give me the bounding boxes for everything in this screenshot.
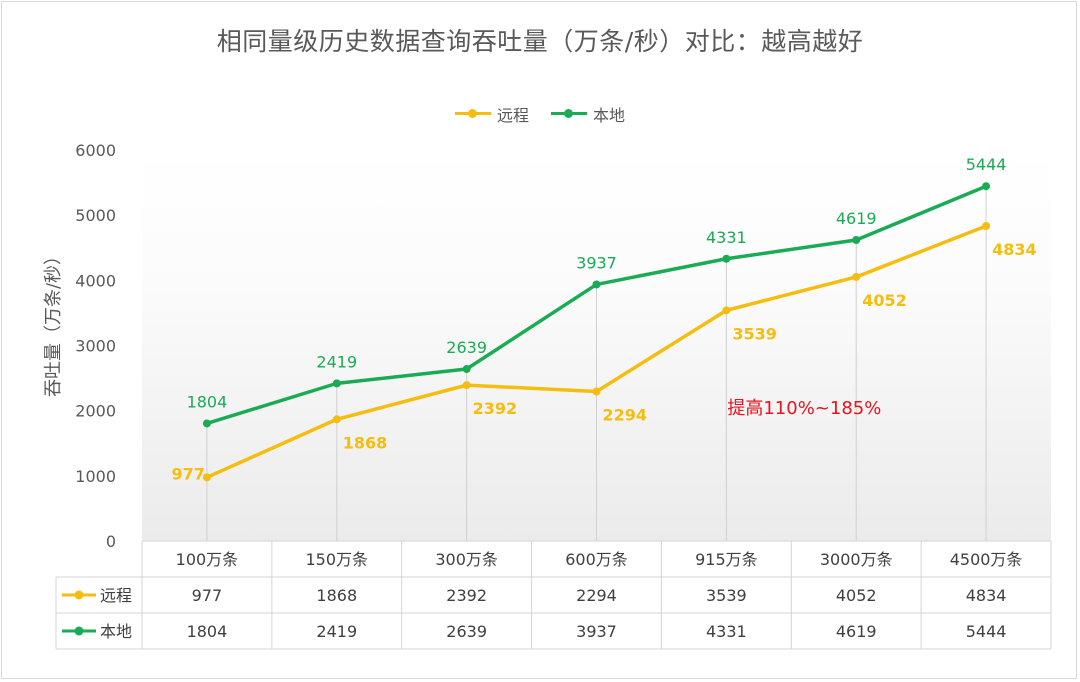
data-label-remote: 977 <box>172 464 205 483</box>
data-label-local: 2419 <box>316 352 357 371</box>
data-label-remote: 3539 <box>732 324 777 343</box>
table-legend-dot-local <box>74 626 84 636</box>
data-point-local <box>332 379 341 388</box>
y-tick-label: 2000 <box>75 402 116 421</box>
y-tick-label: 5000 <box>75 206 116 225</box>
legend-remote-marker <box>454 108 491 120</box>
data-label-local: 4619 <box>836 209 877 228</box>
legend-local-marker <box>551 108 587 120</box>
x-tick-label: 100万条 <box>176 550 239 569</box>
data-point-remote <box>332 415 341 424</box>
data-point-remote <box>202 473 211 482</box>
data-label-local: 5444 <box>966 155 1007 174</box>
table-cell-local: 3937 <box>576 622 617 641</box>
data-point-local <box>462 365 471 374</box>
y-tick-label: 6000 <box>75 141 116 160</box>
table-cell-remote: 1868 <box>316 586 357 605</box>
table-legend-dot-remote <box>74 590 84 600</box>
data-label-remote: 4052 <box>862 291 907 310</box>
legend-item-remote[interactable]: 远程 <box>454 102 529 126</box>
data-point-remote <box>462 381 471 390</box>
data-point-remote <box>982 221 991 230</box>
improvement-annotation: 提高110%~185% <box>727 398 881 419</box>
data-label-remote: 4834 <box>992 240 1037 259</box>
table-cell-local: 1804 <box>187 622 228 641</box>
data-point-local <box>592 280 601 289</box>
legend-item-local[interactable]: 本地 <box>551 102 625 126</box>
data-point-local <box>202 419 211 428</box>
table-cell-remote: 4052 <box>836 586 877 605</box>
table-cell-local: 2639 <box>446 622 487 641</box>
table-cell-remote: 2392 <box>446 586 487 605</box>
legend-remote-label: 远程 <box>496 106 529 125</box>
data-label-remote: 1868 <box>343 433 388 452</box>
data-label-local: 3937 <box>576 253 617 272</box>
y-tick-label: 3000 <box>75 337 116 356</box>
table-cell-remote: 2294 <box>576 586 617 605</box>
table-cell-local: 5444 <box>966 622 1007 641</box>
table-cell-remote: 977 <box>192 586 223 605</box>
data-label-local: 4331 <box>706 228 747 247</box>
data-label-local: 2639 <box>446 338 487 357</box>
data-label-remote: 2392 <box>473 399 518 418</box>
x-tick-label: 300万条 <box>435 550 498 569</box>
data-point-remote <box>852 272 861 281</box>
table-cell-remote: 4834 <box>966 586 1007 605</box>
table-series-name-remote: 远程 <box>100 586 132 605</box>
x-tick-label: 915万条 <box>695 550 758 569</box>
data-point-local <box>852 235 861 244</box>
y-tick-label: 1000 <box>75 467 116 486</box>
y-tick-label: 0 <box>106 532 116 551</box>
x-tick-label: 600万条 <box>565 550 628 569</box>
x-tick-label: 150万条 <box>306 550 369 569</box>
legend-local-label: 本地 <box>593 106 626 125</box>
table-cell-local: 4619 <box>836 622 877 641</box>
data-point-local <box>982 182 991 191</box>
data-label-remote: 2294 <box>603 406 648 425</box>
data-point-remote <box>592 387 601 396</box>
table-cell-remote: 3539 <box>706 586 747 605</box>
table-cell-local: 4331 <box>706 622 747 641</box>
x-tick-label: 4500万条 <box>950 550 1023 569</box>
chart-legend: 远程 本地 <box>0 102 1080 126</box>
data-label-local: 1804 <box>187 392 228 411</box>
x-tick-label: 3000万条 <box>820 550 893 569</box>
table-cell-local: 2419 <box>316 622 357 641</box>
chart-title: 相同量级历史数据查询吞吐量（万条/秒）对比：越高越好 <box>216 27 864 56</box>
y-tick-label: 4000 <box>75 271 116 290</box>
data-point-local <box>722 254 731 263</box>
data-point-remote <box>722 306 731 315</box>
table-series-name-local: 本地 <box>100 622 132 641</box>
